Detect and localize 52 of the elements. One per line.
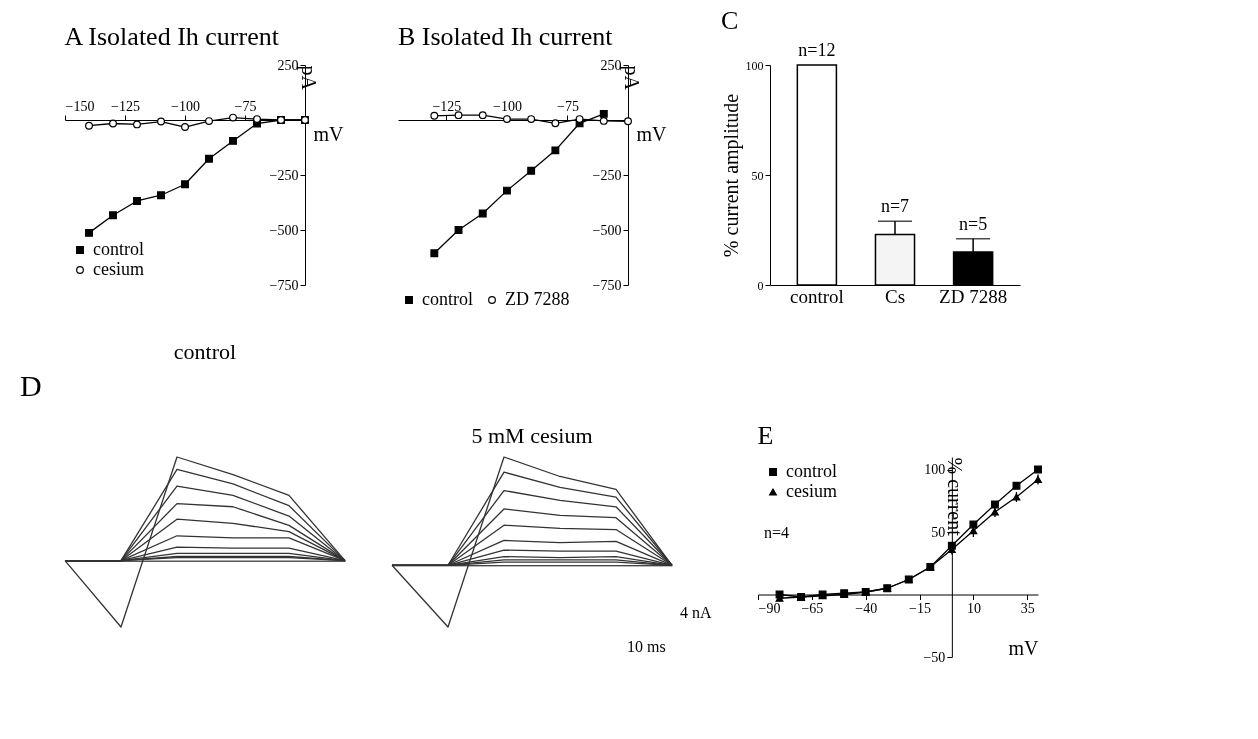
text: D bbox=[20, 369, 42, 402]
x-tick-label: Cs bbox=[884, 285, 906, 307]
x-tick-label: −75 bbox=[234, 98, 257, 114]
y-tick-label: −50 bbox=[923, 649, 946, 665]
annotation: n=4 bbox=[764, 524, 790, 541]
y-tick-label: 250 bbox=[277, 57, 299, 73]
y-tick-label: −250 bbox=[592, 167, 622, 183]
y-tick-label: 50 bbox=[751, 168, 764, 183]
x-tick-label: ZD 7288 bbox=[939, 285, 1008, 307]
x-tick-label: −125 bbox=[432, 98, 462, 114]
chart-title: C bbox=[721, 6, 739, 35]
chart-title: control bbox=[173, 339, 237, 364]
annotation: n=5 bbox=[959, 213, 988, 234]
y-tick-label: 50 bbox=[931, 524, 946, 540]
y-axis-title: % current bbox=[944, 457, 967, 537]
x-tick-label: −75 bbox=[557, 98, 579, 114]
annotation: n=7 bbox=[880, 196, 910, 217]
x-tick-label: −15 bbox=[909, 601, 931, 616]
chart-title: B Isolated Ih current bbox=[398, 22, 614, 51]
y-tick-label: −500 bbox=[592, 222, 622, 238]
x-tick-label: −90 bbox=[758, 601, 781, 616]
y-tick-label: 100 bbox=[745, 58, 764, 73]
x-axis-title: mV bbox=[636, 122, 668, 145]
x-tick-label: −100 bbox=[171, 98, 200, 114]
y-tick-label: 100 bbox=[924, 462, 946, 477]
x-tick-label: 35 bbox=[1020, 601, 1035, 616]
x-axis-title: mV bbox=[1008, 637, 1040, 659]
x-tick-label: −100 bbox=[492, 98, 522, 114]
y-tick-label: 0 bbox=[757, 278, 764, 293]
x-tick-label: −150 bbox=[65, 98, 95, 114]
y-axis-title: % current amplitude bbox=[719, 93, 743, 258]
chart-title: 5 mM cesium bbox=[471, 423, 593, 449]
y-tick-label: 250 bbox=[600, 57, 622, 73]
chart-title: E bbox=[757, 421, 774, 450]
legend-label: control bbox=[93, 239, 144, 259]
legend-label: control bbox=[786, 461, 837, 481]
x-tick-label: −125 bbox=[111, 98, 140, 114]
x-tick-label: −40 bbox=[855, 601, 878, 616]
annotation: n=12 bbox=[798, 40, 836, 60]
x-tick-label: 10 bbox=[966, 601, 981, 616]
chart-title: A Isolated Ih current bbox=[64, 22, 280, 51]
legend-label: cesium bbox=[786, 481, 837, 501]
x-axis-title: mV bbox=[313, 122, 345, 145]
y-tick-label: −250 bbox=[269, 167, 299, 183]
x-tick-label: −65 bbox=[801, 601, 824, 616]
y-tick-label: −750 bbox=[592, 277, 622, 293]
text: 4 nA bbox=[680, 603, 712, 621]
text: 10 ms bbox=[627, 638, 666, 655]
y-tick-label: −750 bbox=[269, 277, 299, 293]
y-tick-label: −500 bbox=[269, 222, 299, 238]
legend-label: cesium bbox=[93, 259, 144, 279]
x-tick-label: control bbox=[789, 285, 844, 307]
